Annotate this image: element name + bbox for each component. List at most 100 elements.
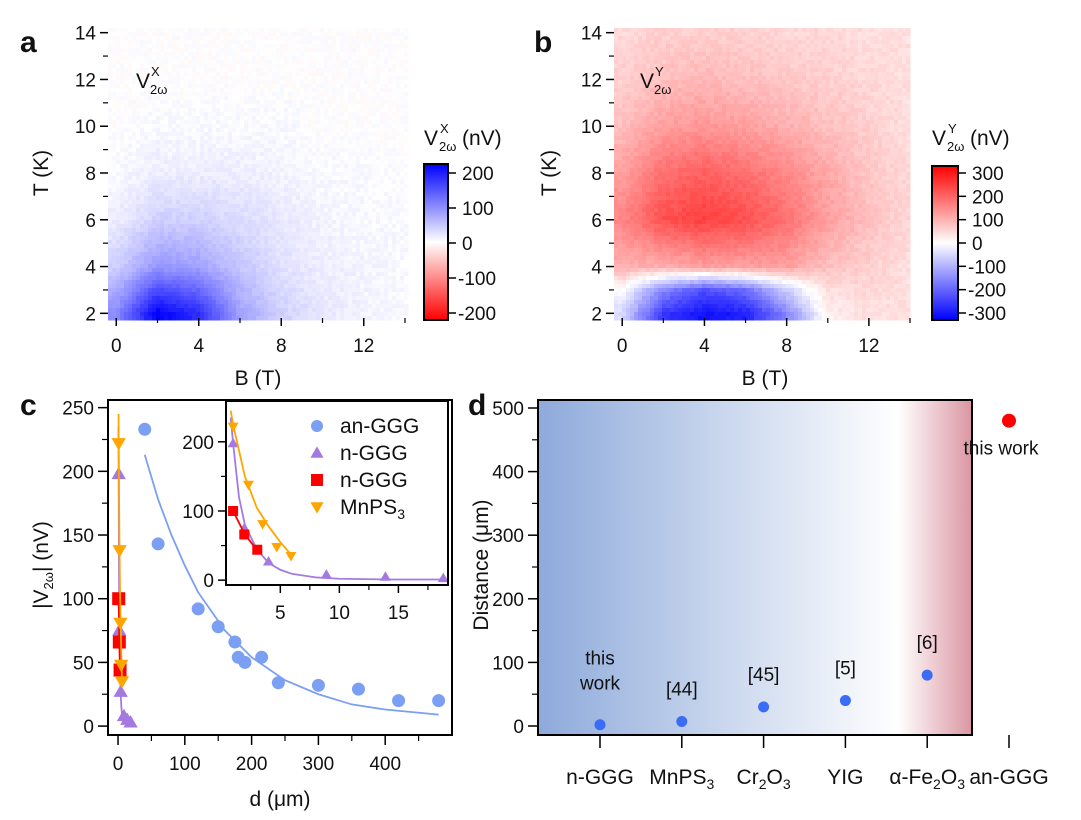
heatmap-cell [360, 156, 365, 161]
heatmap-cell [376, 284, 381, 289]
heatmap-cell [284, 56, 289, 61]
heatmap-cell [208, 116, 213, 121]
heatmap-cell [168, 80, 173, 85]
heatmap-cell [112, 236, 117, 241]
heatmap-cell [184, 248, 189, 253]
heatmap-cell [316, 152, 321, 157]
heatmap-cell [228, 84, 233, 89]
heatmap-cell [148, 132, 153, 137]
heatmap-cell [156, 244, 161, 249]
heatmap-cell [264, 72, 269, 77]
heatmap-cell [204, 176, 209, 181]
heatmap-cell [392, 212, 397, 217]
heatmap-cell [348, 84, 353, 89]
heatmap-cell [392, 248, 397, 253]
heatmap-cell [244, 180, 249, 185]
heatmap-cell [220, 216, 225, 221]
heatmap-cell [332, 88, 337, 93]
heatmap-cell [312, 192, 317, 197]
heatmap-cell [288, 284, 293, 289]
heatmap-cell [324, 176, 329, 181]
heatmap-cell [240, 144, 245, 149]
heatmap-cell [268, 236, 273, 241]
heatmap-cell [400, 44, 405, 49]
heatmap-cell [272, 120, 277, 125]
heatmap-cell [288, 92, 293, 97]
heatmap-cell [176, 28, 181, 33]
heatmap-cell [180, 256, 185, 261]
heatmap-cell [256, 160, 261, 165]
heatmap-cell [272, 96, 277, 101]
heatmap-cell [184, 236, 189, 241]
heatmap-cell [252, 144, 257, 149]
heatmap-cell [232, 160, 237, 165]
heatmap-cell [240, 160, 245, 165]
heatmap-cell [216, 80, 221, 85]
heatmap-cell [252, 200, 257, 205]
heatmap-cell [224, 148, 229, 153]
heatmap-cell [112, 224, 117, 229]
heatmap-cell [180, 104, 185, 109]
heatmap-cell [268, 160, 273, 165]
heatmap-cell [192, 120, 197, 125]
heatmap-cell [308, 112, 313, 117]
heatmap-cell [160, 108, 165, 113]
heatmap-cell [180, 280, 185, 285]
heatmap-cell [112, 40, 117, 45]
heatmap-cell [152, 32, 157, 37]
heatmap-cell [108, 40, 113, 45]
heatmap-cell [316, 260, 321, 265]
heatmap-cell [268, 260, 273, 265]
heatmap-cell [116, 268, 121, 273]
heatmap-cell [168, 248, 173, 253]
heatmap-cell [380, 100, 385, 105]
heatmap-cell [212, 276, 217, 281]
heatmap-cell [304, 200, 309, 205]
heatmap-cell [400, 88, 405, 93]
heatmap-cell [400, 240, 405, 245]
heatmap-cell [224, 72, 229, 77]
heatmap-cell [368, 272, 373, 277]
heatmap-cell [152, 160, 157, 165]
heatmap-cell [180, 180, 185, 185]
heatmap-cell [352, 32, 357, 37]
heatmap-cell [376, 96, 381, 101]
heatmap-cell [184, 92, 189, 97]
heatmap-cell [324, 88, 329, 93]
heatmap-cell [368, 100, 373, 105]
heatmap-cell [392, 152, 397, 157]
heatmap-cell [272, 68, 277, 73]
heatmap-cell [368, 40, 373, 45]
heatmap-cell [312, 280, 317, 285]
heatmap-cell [376, 132, 381, 137]
heatmap-cell [368, 212, 373, 217]
heatmap-cell [208, 44, 213, 49]
heatmap-cell [212, 148, 217, 153]
heatmap-cell [172, 76, 177, 81]
heatmap-cell [124, 92, 129, 97]
heatmap-cell [192, 208, 197, 213]
heatmap-cell [232, 228, 237, 233]
heatmap-cell [148, 200, 153, 205]
heatmap-cell [376, 36, 381, 41]
heatmap-cell [136, 104, 141, 109]
heatmap-cell [216, 104, 221, 109]
heatmap-cell [216, 264, 221, 269]
heatmap-cell [284, 104, 289, 109]
heatmap-cell [384, 80, 389, 85]
heatmap-cell [372, 264, 377, 269]
heatmap-cell [212, 184, 217, 189]
heatmap-cell [180, 204, 185, 209]
heatmap-cell [360, 88, 365, 93]
heatmap-cell [344, 48, 349, 53]
heatmap-cell [404, 116, 409, 121]
heatmap-cell [240, 276, 245, 281]
heatmap-cell [124, 292, 129, 297]
heatmap-cell [208, 272, 213, 277]
heatmap-cell [116, 68, 121, 73]
heatmap-cell [320, 76, 325, 81]
heatmap-cell [260, 240, 265, 245]
heatmap-cell [136, 236, 141, 241]
heatmap-cell [160, 152, 165, 157]
heatmap-cell [180, 196, 185, 201]
